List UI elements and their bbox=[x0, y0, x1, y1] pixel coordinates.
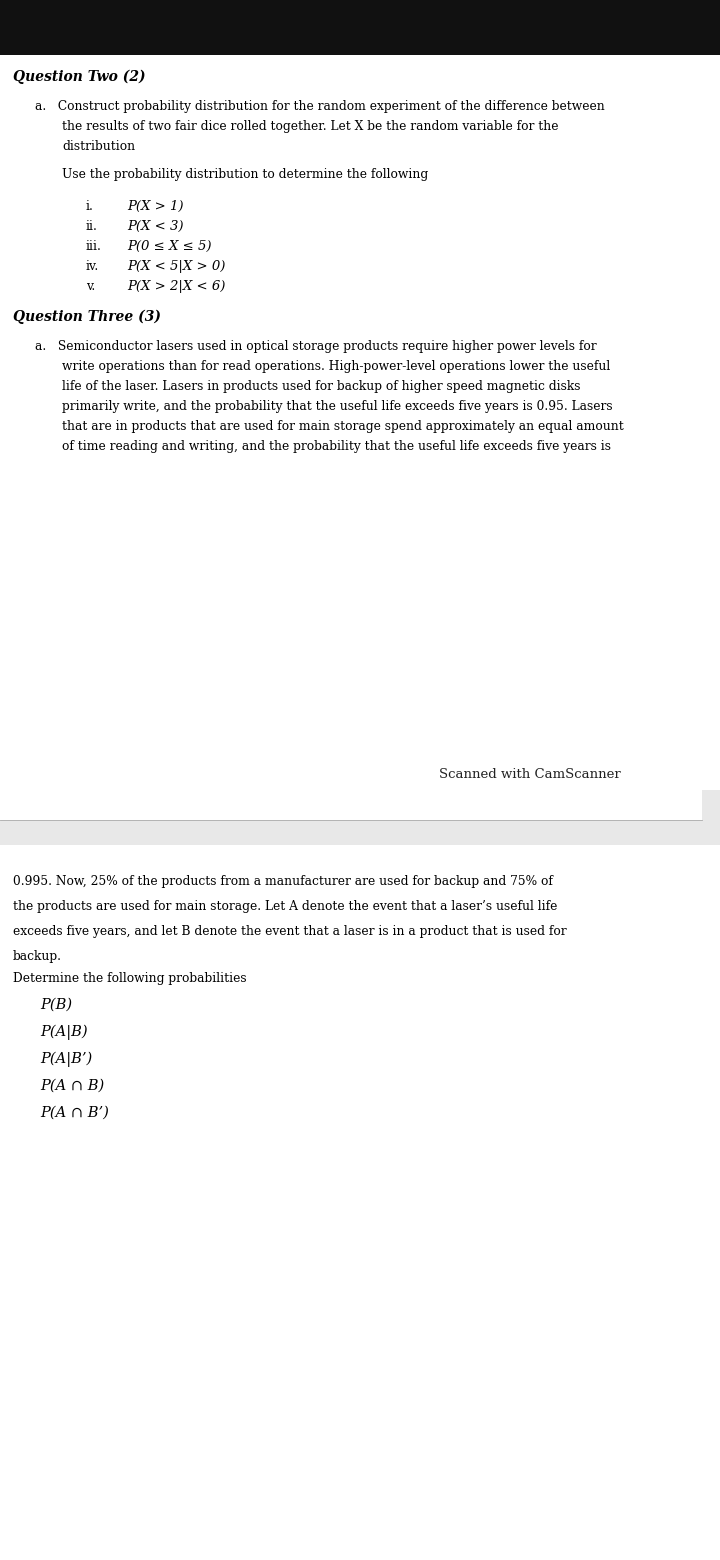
Text: primarily write, and the probability that the useful life exceeds five years is : primarily write, and the probability tha… bbox=[62, 399, 613, 413]
Text: exceeds five years, and let B denote the event that a laser is in a product that: exceeds five years, and let B denote the… bbox=[13, 925, 567, 938]
Text: life of the laser. Lasers in products used for backup of higher speed magnetic d: life of the laser. Lasers in products us… bbox=[62, 381, 580, 393]
Text: P(A ∩ B): P(A ∩ B) bbox=[40, 1080, 104, 1094]
Text: i.: i. bbox=[86, 200, 94, 214]
Bar bbox=[0, 789, 702, 821]
Text: P(A ∩ B’): P(A ∩ B’) bbox=[40, 1106, 109, 1120]
Bar bbox=[0, 0, 720, 55]
Text: P(X < 3): P(X < 3) bbox=[127, 220, 184, 232]
Text: P(X > 1): P(X > 1) bbox=[127, 200, 184, 214]
Text: a.   Construct probability distribution for the random experiment of the differe: a. Construct probability distribution fo… bbox=[35, 100, 605, 112]
Text: Question Three (3): Question Three (3) bbox=[13, 310, 161, 324]
Text: Scanned with CamScanner: Scanned with CamScanner bbox=[439, 769, 621, 782]
Text: v.: v. bbox=[86, 279, 95, 293]
Text: P(X > 2|X < 6): P(X > 2|X < 6) bbox=[127, 279, 225, 293]
Text: P(X < 5|X > 0): P(X < 5|X > 0) bbox=[127, 261, 225, 273]
Text: Question Two (2): Question Two (2) bbox=[13, 70, 145, 84]
Text: the products are used for main storage. Let A denote the event that a laser’s us: the products are used for main storage. … bbox=[13, 900, 557, 913]
Bar bbox=[0, 846, 720, 1560]
Text: P(A|B’): P(A|B’) bbox=[40, 1051, 92, 1067]
Bar bbox=[0, 55, 720, 789]
Text: 0.995. Now, 25% of the products from a manufacturer are used for backup and 75% : 0.995. Now, 25% of the products from a m… bbox=[13, 875, 553, 888]
Text: distribution: distribution bbox=[62, 140, 135, 153]
Text: a.   Semiconductor lasers used in optical storage products require higher power : a. Semiconductor lasers used in optical … bbox=[35, 340, 597, 353]
Text: the results of two fair dice rolled together. Let X be the random variable for t: the results of two fair dice rolled toge… bbox=[62, 120, 559, 133]
Bar bbox=[0, 789, 720, 846]
Text: backup.: backup. bbox=[13, 950, 62, 963]
Text: Use the probability distribution to determine the following: Use the probability distribution to dete… bbox=[62, 168, 428, 181]
Text: P(B): P(B) bbox=[40, 998, 72, 1012]
Text: P(0 ≤ X ≤ 5): P(0 ≤ X ≤ 5) bbox=[127, 240, 212, 253]
Text: P(A|B): P(A|B) bbox=[40, 1025, 88, 1041]
Text: that are in products that are used for main storage spend approximately an equal: that are in products that are used for m… bbox=[62, 420, 624, 434]
Text: ii.: ii. bbox=[86, 220, 98, 232]
Text: write operations than for read operations. High-power-level operations lower the: write operations than for read operation… bbox=[62, 360, 611, 373]
Text: of time reading and writing, and the probability that the useful life exceeds fi: of time reading and writing, and the pro… bbox=[62, 440, 611, 452]
Text: Determine the following probabilities: Determine the following probabilities bbox=[13, 972, 247, 984]
Text: iv.: iv. bbox=[86, 261, 99, 273]
Text: iii.: iii. bbox=[86, 240, 102, 253]
